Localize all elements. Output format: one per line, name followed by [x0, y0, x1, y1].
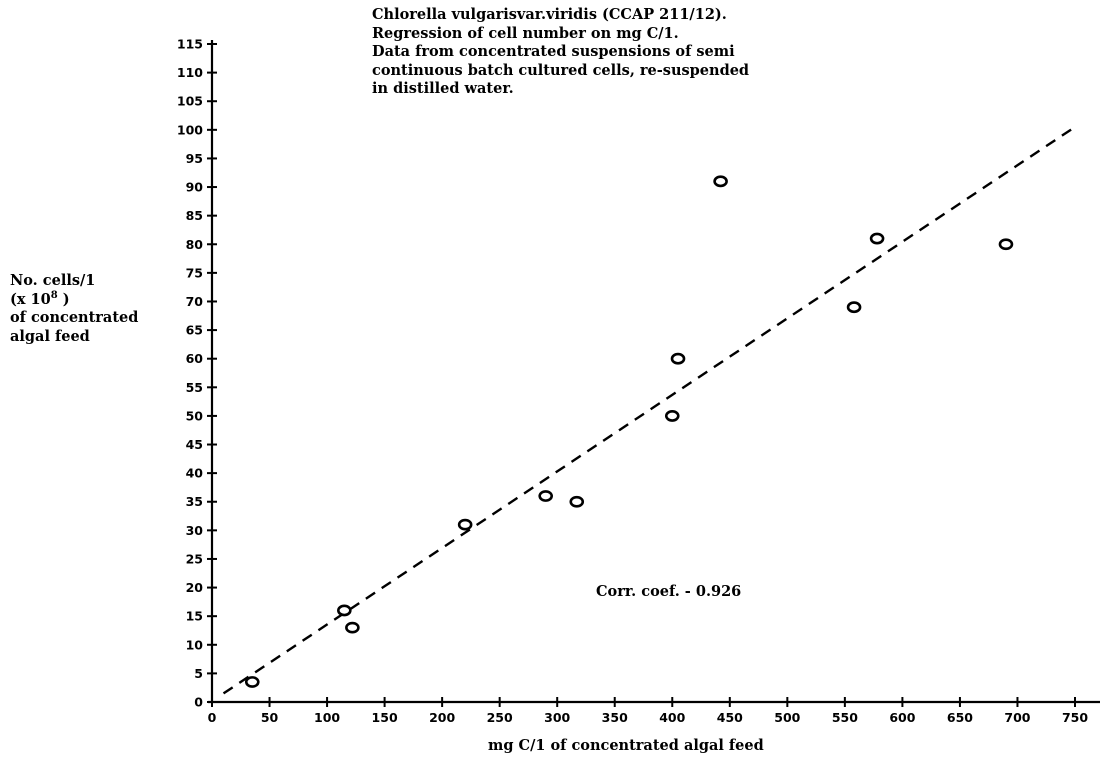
y-axis-label-line: No. cells/1 — [10, 272, 96, 289]
data-point — [713, 175, 728, 188]
y-axis-label-exponent: 8 — [50, 289, 58, 301]
annotation-line: in distilled water. — [372, 80, 514, 97]
data-point — [846, 301, 862, 314]
regression-line-group — [222, 125, 1076, 695]
annotation-line: Regression of cell number on mg C/1. — [372, 24, 679, 42]
y-tick-label: 75 — [186, 265, 203, 280]
y-tick-label: 40 — [186, 466, 204, 481]
data-point — [670, 352, 686, 365]
y-tick-label: 0 — [194, 695, 203, 710]
data-point — [998, 238, 1014, 251]
x-tick-label: 50 — [261, 710, 279, 725]
y-tick-label: 115 — [177, 37, 203, 52]
y-tick-label: 90 — [186, 180, 204, 195]
y-tick-label: 55 — [186, 380, 203, 395]
y-tick-label: 105 — [177, 94, 203, 109]
y-tick-label: 100 — [177, 122, 203, 137]
y-tick-label: 85 — [186, 208, 203, 223]
data-point — [569, 495, 585, 508]
x-tick-label: 400 — [659, 710, 685, 725]
y-tick-label: 95 — [186, 151, 203, 166]
annotation-line: continuous batch cultured cells, re-susp… — [372, 61, 750, 79]
x-tick-label: 650 — [947, 710, 973, 725]
x-tick-label: 350 — [602, 710, 628, 725]
x-tick-label: 150 — [372, 710, 398, 725]
y-tick-label: 60 — [186, 351, 204, 366]
data-point — [345, 621, 360, 634]
x-axis-label: mg C/1 of concentrated algal feed — [488, 737, 764, 754]
correlation-coefficient: Corr. coef. - 0.926 — [596, 583, 742, 600]
x-tick-label: 300 — [544, 710, 570, 725]
y-tick-label: 65 — [186, 323, 203, 338]
annotation-line: Chlorella vulgarisvar.viridis (CCAP 211/… — [372, 6, 727, 23]
y-axis-label-suffix: ) — [57, 290, 70, 308]
y-tick-label: 25 — [186, 551, 203, 566]
x-tick-label: 500 — [774, 710, 800, 725]
annotation-line: Data from concentrated suspensions of se… — [372, 43, 735, 60]
x-axis-ticks: 0 50 100 150 200 250 300 350 400 450 500 550 600 650 7… — [208, 697, 1088, 725]
axes — [208, 40, 1100, 704]
y-axis-label-line: (x 108 ) — [10, 289, 170, 310]
y-tick-label: 80 — [186, 237, 204, 252]
y-tick-label: 45 — [186, 437, 203, 452]
data-point — [664, 410, 680, 422]
data-points — [244, 175, 1014, 688]
x-tick-label: 0 — [208, 710, 217, 725]
y-tick-label: 70 — [186, 294, 204, 309]
y-tick-label: 5 — [194, 666, 203, 681]
x-tick-label: 550 — [832, 710, 858, 725]
y-tick-label: 50 — [186, 408, 204, 423]
x-tick-label: 600 — [889, 710, 915, 725]
y-axis-label-prefix: (x 10 — [10, 290, 51, 308]
data-point — [337, 604, 352, 617]
y-tick-label: 20 — [186, 580, 204, 595]
data-point — [244, 676, 260, 688]
y-axis-label-line: of concentrated — [10, 309, 139, 326]
x-tick-label: 100 — [314, 710, 340, 725]
regression-line — [222, 125, 1076, 695]
x-tick-label: 450 — [717, 710, 743, 725]
y-tick-label: 10 — [186, 637, 204, 652]
data-point — [457, 518, 473, 531]
y-axis-label: No. cells/1 (x 108 ) of concentrated alg… — [10, 272, 170, 346]
data-point — [538, 490, 553, 502]
y-tick-label: 35 — [186, 494, 203, 509]
x-tick-label: 700 — [1004, 710, 1030, 725]
x-tick-label: 750 — [1062, 710, 1088, 725]
y-tick-label: 15 — [186, 609, 203, 624]
chart-annotation: Chlorella vulgarisvar.viridis (CCAP 211/… — [372, 6, 842, 99]
y-axis-label-line: algal feed — [10, 327, 90, 345]
y-tick-label: 110 — [177, 65, 203, 80]
x-tick-label: 250 — [487, 710, 513, 725]
y-axis-ticks: 0 5 10 15 20 25 30 35 40 45 50 55 60 65 70 75 80 85 90 95 10… — [177, 37, 217, 710]
x-tick-label: 200 — [429, 710, 455, 725]
data-point — [869, 232, 885, 245]
y-tick-label: 30 — [186, 523, 204, 538]
